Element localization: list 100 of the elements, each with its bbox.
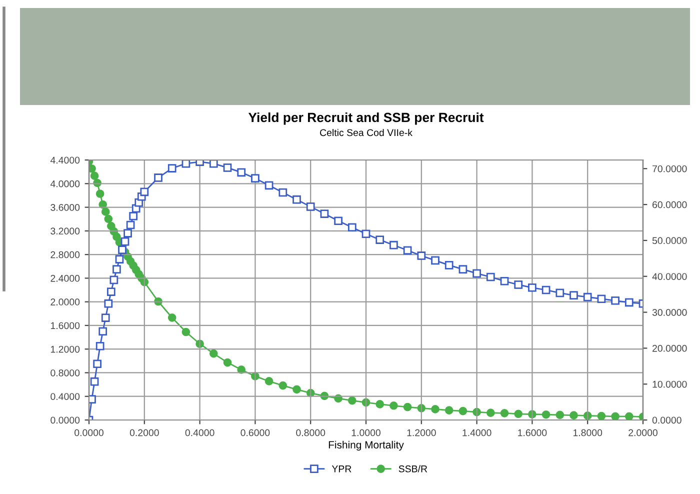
point xyxy=(93,360,102,368)
point xyxy=(251,174,260,182)
point xyxy=(278,381,288,390)
y2-tick-label: 70.0000 xyxy=(652,165,687,172)
y2-tick-label: 30.0000 xyxy=(652,309,687,316)
point xyxy=(264,377,274,386)
point xyxy=(182,160,190,168)
point xyxy=(376,236,384,244)
y-tick-label: 0.8000 xyxy=(50,369,80,376)
y-tick-label: 2.0000 xyxy=(50,298,80,306)
x-tick-label: 2.0000 xyxy=(628,429,658,436)
point xyxy=(583,292,592,302)
y2-tick-label: 20.0000 xyxy=(652,344,687,352)
point xyxy=(292,195,301,204)
x-tick-label: 0.0000 xyxy=(74,429,104,436)
y2-tick-label: 0.0000 xyxy=(652,416,682,424)
y2-tick-label: 50.0000 xyxy=(652,237,687,244)
point xyxy=(390,401,398,410)
point xyxy=(334,216,342,226)
x-tick-label: 1.4000 xyxy=(462,429,492,436)
point xyxy=(168,313,176,322)
point xyxy=(209,160,218,168)
point xyxy=(514,410,523,418)
point xyxy=(118,246,126,254)
point xyxy=(90,172,99,180)
point xyxy=(120,237,130,246)
y-tick-label: 2.8000 xyxy=(50,251,80,258)
chart-title: Yield per Recruit and SSB per Recruit xyxy=(248,112,484,125)
x-tick-label: 1.0000 xyxy=(352,429,380,436)
x-tick-label: 0.4000 xyxy=(185,429,214,436)
point xyxy=(611,412,620,420)
point xyxy=(444,261,454,270)
point xyxy=(98,327,108,336)
point xyxy=(542,410,550,419)
y-tick-label: 1.6000 xyxy=(50,322,80,330)
point xyxy=(556,410,564,420)
point xyxy=(96,190,104,198)
point xyxy=(472,269,481,278)
y2-tick-label: 10.0000 xyxy=(652,380,687,388)
point xyxy=(500,276,509,286)
point xyxy=(104,214,113,224)
point xyxy=(431,256,440,265)
point xyxy=(597,294,606,304)
legend-label: YPR xyxy=(332,466,352,472)
x-tick-label: 0.6000 xyxy=(240,429,270,436)
point xyxy=(348,396,356,405)
x-tick-label: 0.8000 xyxy=(296,429,326,436)
y2-tick-label: 60.0000 xyxy=(652,201,687,208)
point xyxy=(444,406,454,414)
y-tick-label: 4.4000 xyxy=(50,156,80,164)
point xyxy=(182,328,190,336)
point xyxy=(514,280,523,289)
point xyxy=(403,402,412,412)
x-tick-label: 1.8000 xyxy=(573,429,602,436)
point xyxy=(458,406,468,416)
point xyxy=(237,168,246,177)
legend-label: SSB/R xyxy=(398,465,428,472)
point xyxy=(124,229,132,238)
point xyxy=(542,286,550,294)
point xyxy=(624,298,634,307)
x-tick-label: 0.2000 xyxy=(130,429,159,436)
y-tick-label: 4.0000 xyxy=(50,180,80,188)
point xyxy=(556,288,564,298)
point xyxy=(112,265,121,274)
point xyxy=(376,400,384,408)
point xyxy=(486,408,495,417)
point xyxy=(129,212,138,220)
point xyxy=(597,412,606,420)
point xyxy=(292,385,301,394)
point xyxy=(101,208,110,216)
point xyxy=(154,174,162,182)
point xyxy=(500,409,509,418)
point xyxy=(458,265,468,274)
y-tick-label: 2.4000 xyxy=(50,274,80,282)
point xyxy=(320,210,329,218)
point xyxy=(196,160,204,166)
point xyxy=(611,296,620,305)
y-tick-label: 3.6000 xyxy=(50,204,80,211)
point xyxy=(264,181,274,190)
point xyxy=(168,164,176,172)
point xyxy=(362,230,370,238)
point xyxy=(115,255,124,264)
point xyxy=(528,283,536,292)
y2-tick-label: 40.0000 xyxy=(652,273,687,280)
point xyxy=(90,377,99,386)
point xyxy=(101,314,110,322)
point xyxy=(209,349,218,358)
point xyxy=(417,252,426,260)
x-tick-label: 1.2000 xyxy=(407,429,436,436)
point xyxy=(106,288,116,296)
point xyxy=(306,202,315,211)
point xyxy=(126,220,135,230)
point xyxy=(96,342,104,350)
point xyxy=(278,188,288,197)
point xyxy=(348,223,356,232)
point xyxy=(110,276,118,284)
chart-subtitle: Celtic Sea Cod VIIe-k xyxy=(320,128,412,136)
point xyxy=(140,188,149,196)
y-tick-label: 0.0000 xyxy=(50,416,80,424)
point xyxy=(104,299,113,308)
